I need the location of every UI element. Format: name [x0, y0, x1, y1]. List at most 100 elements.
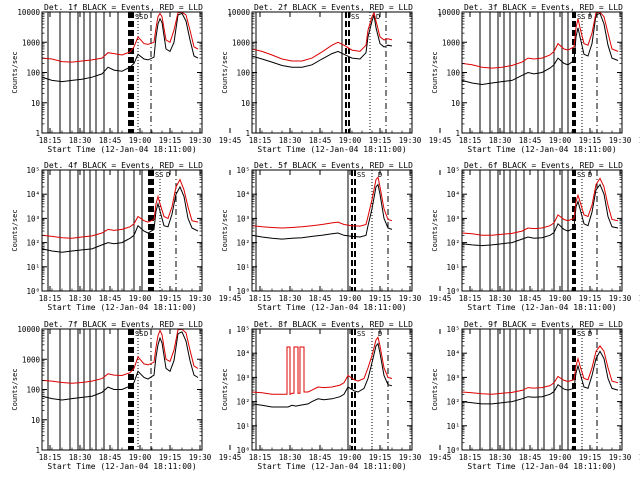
- y-tick-label: 100: [26, 386, 40, 395]
- lld-series-line: [462, 12, 619, 69]
- x-tick-label: 19:15: [579, 294, 602, 303]
- y-axis-label: Counts/sec: [431, 51, 439, 93]
- panel-title: Det. 5f BLACK = Events, RED = LLD: [254, 161, 413, 170]
- x-tick-label: 18:45: [309, 294, 332, 303]
- x-tick-label: 18:45: [99, 294, 122, 303]
- y-tick-label: 1: [35, 129, 40, 138]
- y-axis-label: Counts/sec: [11, 368, 19, 410]
- y-tick-label: 10000: [227, 8, 250, 17]
- flag-marker: SS: [577, 13, 585, 21]
- flag-marker: SS: [357, 171, 365, 179]
- x-tick-label: 18:45: [519, 294, 542, 303]
- series-group: [462, 177, 619, 247]
- x-tick-label: 19:15: [369, 136, 392, 145]
- event-lines: [479, 329, 598, 450]
- events-series-line: [462, 12, 619, 86]
- flag-marker: D: [376, 13, 380, 21]
- y-tick-label: 10000: [17, 8, 40, 17]
- x-tick-label: 18:30: [279, 453, 302, 462]
- detector-panel-3: Det. 3f BLACK = Events, RED = LLDSSD1101…: [431, 3, 640, 154]
- events-series-line: [252, 14, 393, 68]
- x-tick-label: 19:30: [609, 294, 632, 303]
- y-tick-label: 10⁴: [236, 190, 250, 199]
- panel-title: Det. 1f BLACK = Events, RED = LLD: [44, 3, 203, 12]
- y-tick-label: 10¹: [236, 422, 250, 431]
- flag-marker: SS: [577, 330, 585, 338]
- x-tick-label: 18:15: [39, 294, 62, 303]
- y-tick-label: 10¹: [236, 263, 250, 272]
- y-tick-label: 10³: [236, 214, 250, 223]
- y-tick-label: 10: [31, 416, 41, 425]
- x-tick-label: 18:45: [309, 136, 332, 145]
- x-tick-label: 19:30: [189, 136, 212, 145]
- y-axis-label: Counts/sec: [431, 209, 439, 251]
- y-tick-label: 1: [245, 129, 250, 138]
- lld-series-line: [42, 329, 199, 384]
- events-series-line: [42, 185, 199, 253]
- series-group: [252, 176, 393, 240]
- y-tick-label: 100: [26, 69, 40, 78]
- y-tick-label: 10⁰: [446, 287, 460, 296]
- event-lines: [479, 12, 598, 133]
- x-tick-label: 19:00: [549, 294, 572, 303]
- x-tick-label: 18:15: [249, 453, 272, 462]
- y-tick-label: 10³: [236, 373, 250, 382]
- plot-frame: [461, 169, 623, 292]
- plot-frame: [41, 169, 203, 292]
- x-axis-label: Start Time (12-Jan-04 18:11:00): [467, 303, 616, 312]
- x-tick-label: 19:45: [429, 136, 452, 145]
- x-tick-label: 18:30: [69, 453, 92, 462]
- x-tick-label: 19:00: [129, 136, 152, 145]
- series-group: [252, 12, 393, 68]
- series-group: [42, 329, 199, 401]
- y-tick-label: 10¹: [26, 263, 40, 272]
- x-tick-label: 19:45: [219, 453, 242, 462]
- x-tick-label: 18:30: [489, 294, 512, 303]
- lld-series-line: [462, 345, 619, 395]
- plot-frame: [41, 11, 203, 134]
- flag-marker: D: [166, 171, 170, 179]
- flag-marker: SS: [135, 330, 143, 338]
- x-tick-label: 18:15: [459, 136, 482, 145]
- flag-marker: SS: [155, 171, 163, 179]
- x-axis-label: Start Time (12-Jan-04 18:11:00): [47, 303, 196, 312]
- x-tick-label: 19:30: [609, 136, 632, 145]
- y-tick-label: 1: [35, 446, 40, 455]
- x-tick-label: 18:30: [69, 136, 92, 145]
- x-tick-label: 19:15: [159, 453, 182, 462]
- series-group: [42, 178, 199, 253]
- event-lines: [479, 170, 598, 291]
- x-axis-label: Start Time (12-Jan-04 18:11:00): [47, 462, 196, 471]
- y-tick-label: 1000: [442, 38, 461, 47]
- y-axis-label: Counts/sec: [11, 209, 19, 251]
- x-tick-label: 19:45: [429, 294, 452, 303]
- x-tick-label: 19:30: [399, 294, 422, 303]
- x-tick-label: 19:00: [129, 453, 152, 462]
- event-lines: [47, 329, 152, 450]
- y-tick-label: 100: [446, 69, 460, 78]
- lld-series-line: [42, 178, 199, 239]
- detector-panel-9: Det. 9f BLACK = Events, RED = LLDSSD10⁰1…: [431, 320, 640, 471]
- plot-frame: [461, 328, 623, 451]
- y-tick-label: 10⁴: [446, 190, 460, 199]
- y-axis-label: Counts/sec: [431, 368, 439, 410]
- plot-frame: [251, 11, 413, 134]
- x-axis-label: Start Time (12-Jan-04 18:11:00): [257, 462, 406, 471]
- y-tick-label: 10: [241, 99, 251, 108]
- series-group: [462, 12, 619, 86]
- x-tick-label: 19:45: [639, 453, 640, 462]
- panel-title: Det. 4f BLACK = Events, RED = LLD: [44, 161, 203, 170]
- x-tick-label: 18:15: [39, 453, 62, 462]
- y-tick-label: 10⁵: [446, 325, 460, 334]
- y-tick-label: 10⁰: [26, 287, 40, 296]
- panel-title: Det. 6f BLACK = Events, RED = LLD: [464, 161, 623, 170]
- events-series-line: [462, 350, 619, 405]
- y-tick-label: 10⁵: [236, 325, 250, 334]
- y-tick-label: 10²: [446, 398, 460, 407]
- x-tick-label: 18:30: [489, 453, 512, 462]
- x-tick-label: 18:45: [99, 136, 122, 145]
- events-series-line: [42, 12, 199, 83]
